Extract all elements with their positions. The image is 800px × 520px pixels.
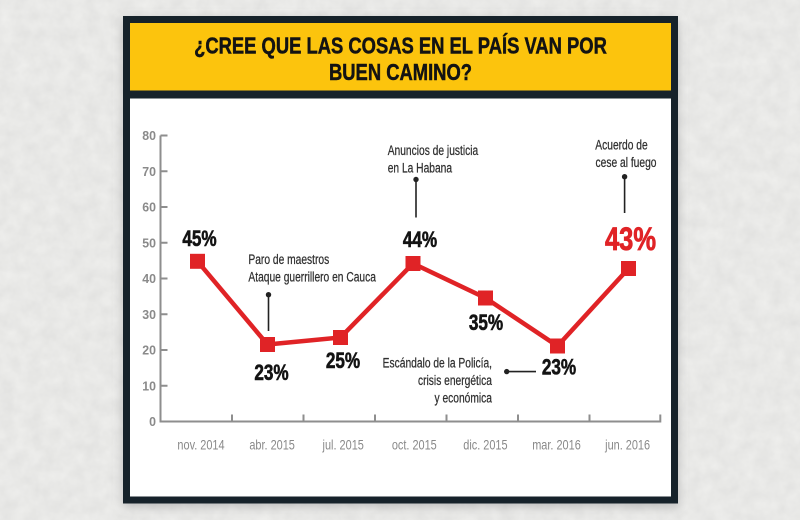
svg-text:44%: 44% bbox=[403, 228, 438, 253]
svg-text:oct. 2015: oct. 2015 bbox=[392, 437, 437, 452]
svg-text:Anuncios de justicia: Anuncios de justicia bbox=[388, 143, 479, 159]
svg-text:25%: 25% bbox=[326, 349, 361, 374]
svg-text:23%: 23% bbox=[254, 361, 289, 386]
svg-text:50: 50 bbox=[142, 236, 156, 250]
svg-text:Escándalo de la Policía,: Escándalo de la Policía, bbox=[383, 355, 492, 371]
svg-text:en La Habana: en La Habana bbox=[388, 160, 453, 176]
svg-text:BUEN CAMINO?: BUEN CAMINO? bbox=[329, 60, 472, 85]
svg-text:dic. 2015: dic. 2015 bbox=[463, 437, 507, 452]
svg-text:40: 40 bbox=[142, 272, 156, 286]
svg-text:30: 30 bbox=[142, 308, 156, 322]
svg-text:jun. 2016: jun. 2016 bbox=[604, 437, 650, 452]
svg-text:43%: 43% bbox=[605, 222, 656, 257]
svg-text:nov. 2014: nov. 2014 bbox=[177, 437, 224, 452]
svg-text:70: 70 bbox=[142, 165, 156, 179]
svg-text:80: 80 bbox=[142, 129, 156, 143]
svg-text:abr. 2015: abr. 2015 bbox=[249, 437, 295, 452]
svg-text:y económica: y económica bbox=[434, 390, 492, 406]
svg-text:mar. 2016: mar. 2016 bbox=[532, 437, 581, 452]
svg-text:45%: 45% bbox=[182, 227, 217, 252]
svg-text:23%: 23% bbox=[542, 356, 577, 381]
svg-text:Paro de maestros: Paro de maestros bbox=[248, 251, 329, 267]
svg-text:Acuerdo de: Acuerdo de bbox=[595, 137, 648, 153]
svg-text:jul. 2015: jul. 2015 bbox=[322, 437, 364, 452]
svg-text:20: 20 bbox=[142, 343, 156, 357]
svg-text:crisis energética: crisis energética bbox=[418, 373, 492, 389]
svg-text:0: 0 bbox=[149, 415, 156, 429]
svg-text:60: 60 bbox=[142, 200, 156, 214]
svg-text:10: 10 bbox=[142, 379, 156, 393]
svg-text:35%: 35% bbox=[469, 311, 504, 336]
svg-text:Ataque guerrillero en Cauca: Ataque guerrillero en Cauca bbox=[248, 269, 376, 285]
svg-text:cese al fuego: cese al fuego bbox=[596, 155, 657, 171]
svg-text:¿CREE QUE LAS COSAS EN EL PAÍS: ¿CREE QUE LAS COSAS EN EL PAÍS VAN POR bbox=[194, 34, 607, 59]
